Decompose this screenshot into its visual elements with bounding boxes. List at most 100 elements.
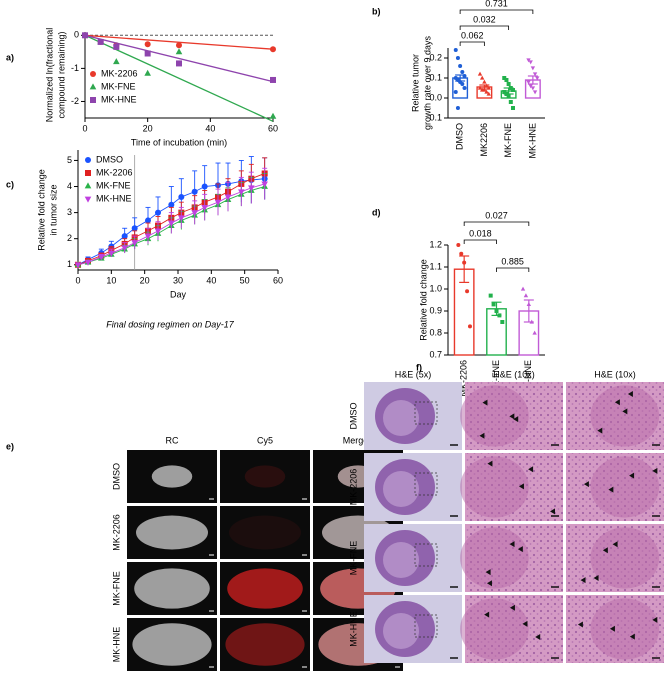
significance-bracket xyxy=(463,221,530,226)
y-axis-label: Normalized ln(fractional xyxy=(44,28,54,123)
data-point xyxy=(486,91,491,96)
data-point xyxy=(261,181,268,188)
tissue-region xyxy=(460,598,529,660)
data-point xyxy=(508,100,513,104)
arrowhead xyxy=(602,547,608,554)
arrowhead xyxy=(593,574,599,581)
panel-label: f) xyxy=(416,362,422,372)
y-tick-label: 0.2 xyxy=(429,52,442,62)
legend-marker xyxy=(85,157,91,163)
tissue-region xyxy=(590,456,660,518)
tissue-region xyxy=(590,598,660,660)
arrowhead xyxy=(629,472,635,479)
arrowhead xyxy=(629,633,635,640)
data-point xyxy=(191,188,198,195)
tissue-core xyxy=(383,613,419,649)
data-point xyxy=(459,251,464,256)
significance-bracket xyxy=(463,239,497,244)
tissue-core xyxy=(383,471,419,507)
data-point xyxy=(84,259,92,266)
data-point xyxy=(201,183,208,190)
zoom-box xyxy=(414,543,438,567)
data-point xyxy=(510,88,515,92)
data-point xyxy=(270,76,276,83)
data-point xyxy=(530,66,536,71)
data-point xyxy=(176,60,182,67)
arrowhead xyxy=(482,399,488,406)
arrowhead xyxy=(580,577,586,584)
data-point xyxy=(506,82,511,86)
data-point xyxy=(500,320,505,324)
p-value: 0.062 xyxy=(461,30,484,40)
data-point xyxy=(523,293,529,298)
data-point xyxy=(121,233,128,240)
data-point xyxy=(269,112,277,119)
y-axis-label: compound remaining) xyxy=(56,31,66,118)
data-point xyxy=(248,185,255,192)
x-axis-label: Day xyxy=(170,289,187,299)
y-axis-label: Relative tumor xyxy=(410,54,420,112)
column-header: Merged xyxy=(343,435,374,445)
tissue xyxy=(132,623,212,666)
legend-label: MK-FNE xyxy=(101,81,136,91)
x-tick-label: 0 xyxy=(82,123,87,133)
arrowhead xyxy=(484,611,490,618)
y-axis-label: Relative fold change xyxy=(36,169,46,251)
arrowhead xyxy=(528,466,534,473)
data-point xyxy=(455,56,460,60)
arrowhead xyxy=(577,621,583,628)
significance-bracket xyxy=(459,9,534,14)
y-tick-label: 1.2 xyxy=(429,239,442,249)
data-point xyxy=(491,302,496,307)
data-point xyxy=(532,90,538,95)
fluorescence xyxy=(229,515,301,550)
data-point xyxy=(108,250,115,257)
x-tick-label: 50 xyxy=(240,275,250,285)
tissue xyxy=(151,465,193,488)
arrowhead xyxy=(485,569,491,576)
arrowhead xyxy=(518,483,524,490)
x-tick-label: MK-FNE xyxy=(491,360,501,395)
arrowhead xyxy=(652,467,658,474)
y-tick-label: -2 xyxy=(71,96,79,106)
y-tick-label: 0 xyxy=(74,30,79,40)
data-point xyxy=(456,243,461,247)
fluorescence xyxy=(225,623,305,666)
panel-label: d) xyxy=(372,207,381,217)
data-point xyxy=(270,46,276,53)
fit-line xyxy=(84,34,274,83)
arrowhead xyxy=(652,616,658,623)
column-header: H&E (10x) xyxy=(493,369,535,379)
data-point xyxy=(504,78,509,82)
image-cell xyxy=(220,450,310,503)
p-value: 0.885 xyxy=(501,256,524,266)
p-value: 0.018 xyxy=(469,228,492,238)
x-tick-label: DMSO xyxy=(455,123,465,150)
data-point xyxy=(506,94,511,98)
data-point xyxy=(455,106,460,110)
legend-label: MK-2206 xyxy=(101,68,138,78)
data-point xyxy=(113,43,120,50)
data-point xyxy=(532,72,538,77)
legend-marker xyxy=(84,182,92,189)
x-tick-label: 10 xyxy=(106,275,116,285)
data-point xyxy=(526,80,531,85)
arrowhead xyxy=(612,541,618,548)
row-label: DMSO xyxy=(348,403,358,430)
legend-label: MK-HNE xyxy=(96,193,132,203)
tissue-region xyxy=(460,456,529,518)
data-point xyxy=(528,60,533,65)
data-point xyxy=(176,42,182,49)
arrowhead xyxy=(509,541,515,548)
x-tick-label: 30 xyxy=(173,275,183,285)
arrowhead xyxy=(522,620,528,627)
data-point xyxy=(510,106,515,110)
data-point xyxy=(224,194,232,201)
arrowhead xyxy=(550,508,556,515)
column-header: H&E (10x) xyxy=(594,369,636,379)
data-point xyxy=(530,86,536,91)
tissue-region xyxy=(460,385,529,447)
data-point xyxy=(458,64,463,68)
legend-label: MK-HNE xyxy=(101,94,137,104)
